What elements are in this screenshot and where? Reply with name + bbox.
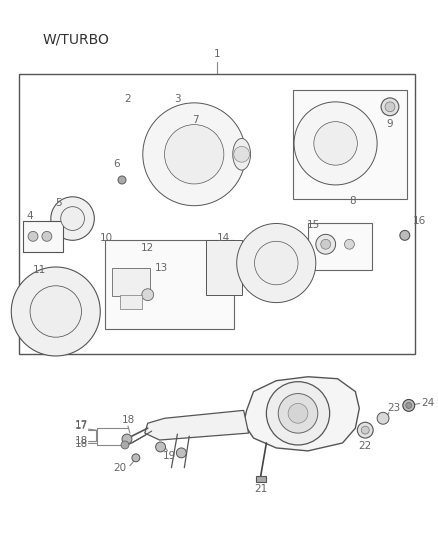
Text: 4: 4 — [26, 211, 33, 221]
Circle shape — [143, 103, 246, 206]
Bar — [293, 90, 407, 199]
Text: 13: 13 — [155, 263, 168, 273]
Text: 24: 24 — [422, 399, 435, 408]
Circle shape — [400, 230, 410, 240]
Circle shape — [118, 176, 126, 184]
Text: 18: 18 — [75, 439, 88, 449]
Bar — [23, 221, 63, 252]
Circle shape — [234, 147, 250, 162]
Text: 15: 15 — [307, 221, 321, 230]
Circle shape — [262, 249, 290, 277]
Text: 20: 20 — [113, 463, 127, 473]
Bar — [120, 295, 142, 309]
Circle shape — [385, 102, 395, 112]
Circle shape — [28, 231, 38, 241]
Circle shape — [38, 294, 74, 329]
Text: 17: 17 — [75, 420, 88, 430]
Text: 9: 9 — [387, 119, 393, 128]
Circle shape — [30, 286, 81, 337]
Text: 5: 5 — [56, 198, 62, 208]
Circle shape — [254, 241, 298, 285]
Ellipse shape — [233, 139, 251, 170]
Text: 21: 21 — [254, 484, 267, 495]
Bar — [105, 240, 234, 329]
Circle shape — [61, 207, 85, 230]
Circle shape — [173, 133, 216, 176]
Polygon shape — [244, 377, 359, 451]
Text: 12: 12 — [141, 243, 154, 253]
Circle shape — [294, 102, 377, 185]
Circle shape — [66, 212, 80, 225]
Text: 10: 10 — [100, 233, 113, 244]
Bar — [308, 222, 372, 270]
Text: 23: 23 — [387, 403, 400, 414]
Text: 6: 6 — [113, 159, 120, 169]
Text: 1: 1 — [214, 50, 220, 59]
Circle shape — [237, 223, 316, 303]
Text: 3: 3 — [174, 94, 181, 104]
Text: W/TURBO: W/TURBO — [43, 33, 110, 47]
Text: 17: 17 — [75, 421, 88, 431]
Circle shape — [357, 422, 373, 438]
Bar — [206, 240, 242, 295]
Circle shape — [155, 442, 166, 452]
Circle shape — [266, 382, 330, 445]
Text: 19: 19 — [163, 451, 176, 461]
Text: 18: 18 — [75, 436, 88, 446]
Text: 14: 14 — [217, 233, 230, 244]
Circle shape — [132, 454, 140, 462]
Circle shape — [314, 122, 357, 165]
Circle shape — [345, 239, 354, 249]
Circle shape — [322, 130, 350, 157]
Circle shape — [321, 239, 331, 249]
Bar — [257, 475, 266, 481]
Circle shape — [184, 144, 204, 164]
Text: 8: 8 — [349, 196, 356, 206]
Circle shape — [165, 125, 224, 184]
Bar — [112, 268, 150, 296]
Text: 16: 16 — [413, 215, 426, 225]
Circle shape — [11, 267, 100, 356]
Text: 7: 7 — [192, 115, 198, 125]
Circle shape — [121, 441, 129, 449]
Circle shape — [51, 197, 94, 240]
Circle shape — [122, 434, 132, 444]
Polygon shape — [145, 410, 249, 440]
Text: 18: 18 — [121, 415, 134, 425]
Circle shape — [403, 400, 415, 411]
Text: 22: 22 — [359, 441, 372, 451]
Circle shape — [278, 393, 318, 433]
Bar — [19, 74, 415, 354]
Circle shape — [316, 235, 336, 254]
Text: 11: 11 — [32, 265, 46, 275]
Circle shape — [142, 289, 154, 301]
Text: 2: 2 — [125, 94, 131, 104]
Circle shape — [288, 403, 308, 423]
Circle shape — [381, 98, 399, 116]
Polygon shape — [100, 92, 278, 211]
Circle shape — [361, 426, 369, 434]
Circle shape — [177, 448, 186, 458]
Circle shape — [377, 413, 389, 424]
Circle shape — [406, 402, 412, 408]
Circle shape — [42, 231, 52, 241]
Polygon shape — [95, 211, 387, 339]
